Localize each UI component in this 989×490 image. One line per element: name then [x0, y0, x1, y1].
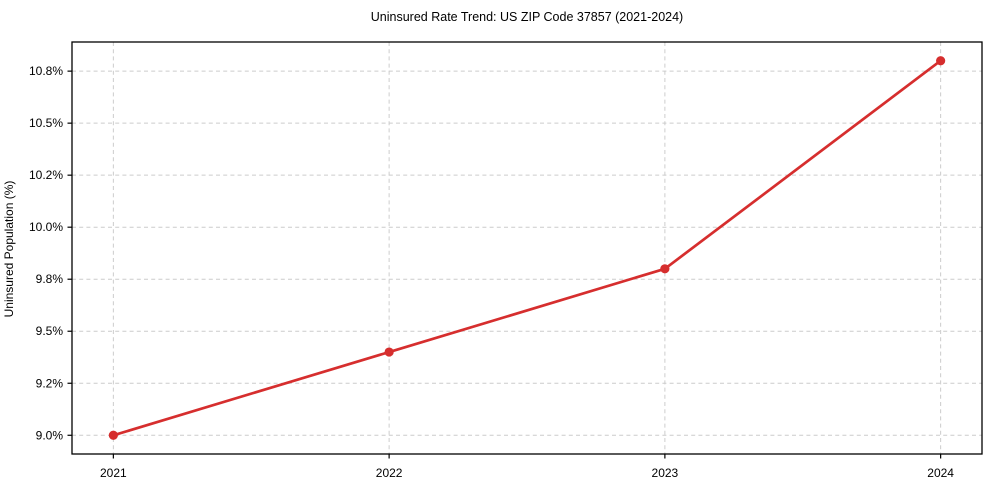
chart-title: Uninsured Rate Trend: US ZIP Code 37857 …: [371, 10, 683, 24]
y-tick-label: 9.5%: [36, 324, 64, 338]
axes-spines: [71, 41, 983, 455]
y-axis-label: Uninsured Population (%): [2, 181, 16, 318]
y-tick-label: 10.2%: [29, 168, 63, 182]
y-tick-label: 10.0%: [29, 220, 63, 234]
data-point-2024: [936, 56, 946, 66]
series-layer: [108, 56, 946, 440]
y-tick-label: 10.8%: [29, 64, 63, 78]
data-point-2022: [384, 347, 394, 357]
grid-layer: [72, 42, 982, 454]
data-point-2023: [660, 264, 670, 274]
trend-line: [112, 59, 942, 437]
x-tick-label: 2022: [376, 466, 403, 480]
x-tick-label: 2024: [927, 466, 954, 480]
data-point-2021: [108, 430, 118, 440]
tick-layer: 2021 2022 2023 2024 9.0% 9.2% 9.5% 9.8% 10.0% 10.…: [29, 64, 954, 480]
axes-box: [71, 41, 983, 455]
y-tick-label: 9.0%: [36, 428, 64, 442]
x-tick-label: 2023: [652, 466, 679, 480]
y-tick-label: 10.5%: [29, 116, 63, 130]
y-tick-label: 9.2%: [36, 376, 64, 390]
x-tick-label: 2021: [100, 466, 127, 480]
y-tick-label: 9.8%: [36, 272, 64, 286]
